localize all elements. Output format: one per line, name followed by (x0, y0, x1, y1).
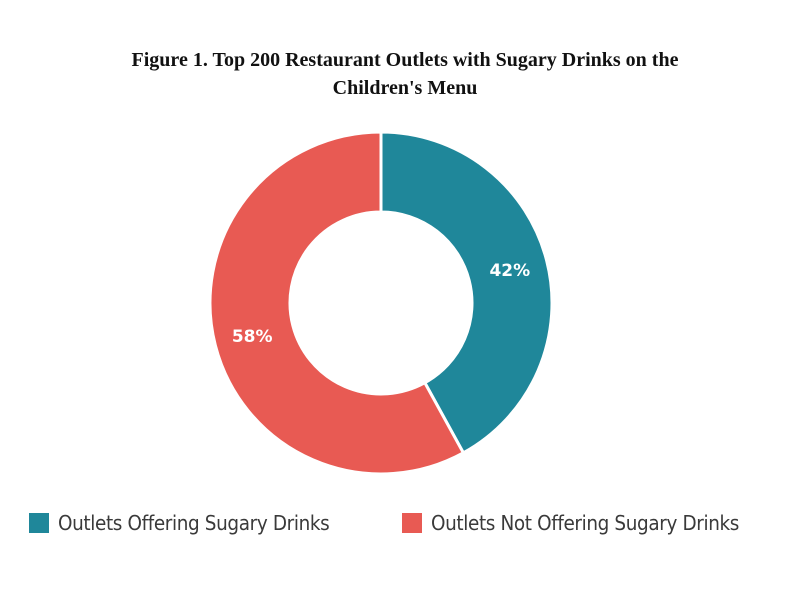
chart-title-line-2: Children's Menu (332, 77, 478, 99)
chart-legend: Outlets Offering Sugary Drinks Outlets N… (0, 510, 800, 536)
slice-label-not-offering: 58% (232, 327, 273, 347)
legend-item-offering[interactable]: Outlets Offering Sugary Drinks (29, 510, 353, 536)
slice-not-offering-sugary-drinks[interactable] (208, 130, 466, 476)
legend-swatch-teal (29, 513, 49, 533)
legend-swatch-coral (402, 513, 422, 533)
legend-label-offering: Outlets Offering Sugary Drinks (58, 511, 330, 535)
legend-item-not-offering[interactable]: Outlets Not Offering Sugary Drinks (402, 510, 766, 536)
slice-offering-sugary-drinks[interactable] (379, 130, 554, 455)
chart-title-line-1: Figure 1. Top 200 Restaurant Outlets wit… (131, 49, 679, 71)
slice-label-offering: 42% (489, 261, 530, 281)
chart-title: Figure 1. Top 200 Restaurant Outlets wit… (0, 46, 800, 102)
legend-label-not-offering: Outlets Not Offering Sugary Drinks (431, 511, 739, 535)
